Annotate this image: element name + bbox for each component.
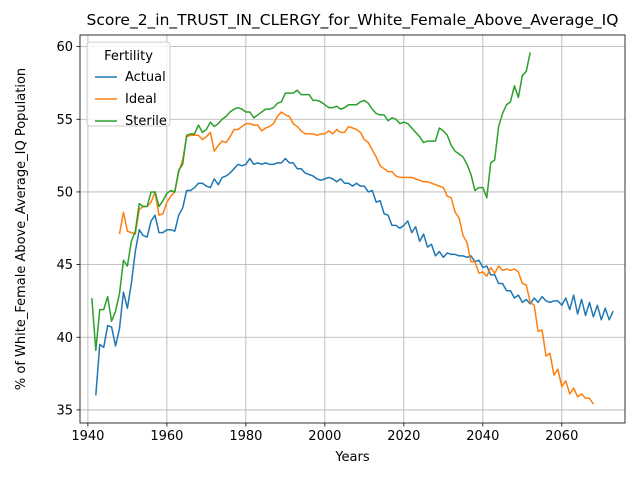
series-lines: [91, 52, 614, 405]
y-tick-label: 35: [56, 403, 73, 418]
legend-title: Fertility: [104, 49, 153, 64]
legend-box: [86, 41, 171, 127]
series-line-actual: [95, 157, 614, 396]
x-tick-label: 1940: [71, 429, 104, 444]
x-tick-label: 1960: [150, 429, 183, 444]
plot-frame: [79, 34, 626, 424]
y-tick-label: 55: [56, 113, 73, 128]
legend-label-actual: Actual: [125, 70, 166, 85]
x-tick-label: 2060: [545, 429, 578, 444]
x-tick-label: 2000: [308, 429, 341, 444]
y-tick-label: 40: [56, 331, 73, 346]
x-tick-label: 2020: [387, 429, 420, 444]
y-axis-label: % of White_Female Above_Average_IQ Popul…: [14, 68, 29, 390]
legend: Fertility Actual Ideal Sterile: [86, 41, 171, 129]
chart-title: Score_2_in_TRUST_IN_CLERGY_for_White_Fem…: [87, 11, 619, 30]
x-tick-label: 2040: [466, 429, 499, 444]
x-tick-label: 1980: [229, 429, 262, 444]
legend-label-sterile: Sterile: [125, 114, 167, 129]
y-tick-label: 50: [56, 185, 73, 200]
y-tick-label: 45: [56, 258, 73, 273]
series-line-ideal: [118, 111, 595, 405]
axis-ticks: 1940 1960 1980 2000 2020 2040 2060 35 40 45 50 55 60: [56, 40, 578, 444]
legend-label-ideal: Ideal: [125, 92, 157, 107]
y-tick-label: 60: [56, 40, 73, 55]
series-line-sterile: [91, 52, 531, 352]
x-axis-label: Years: [334, 450, 370, 465]
